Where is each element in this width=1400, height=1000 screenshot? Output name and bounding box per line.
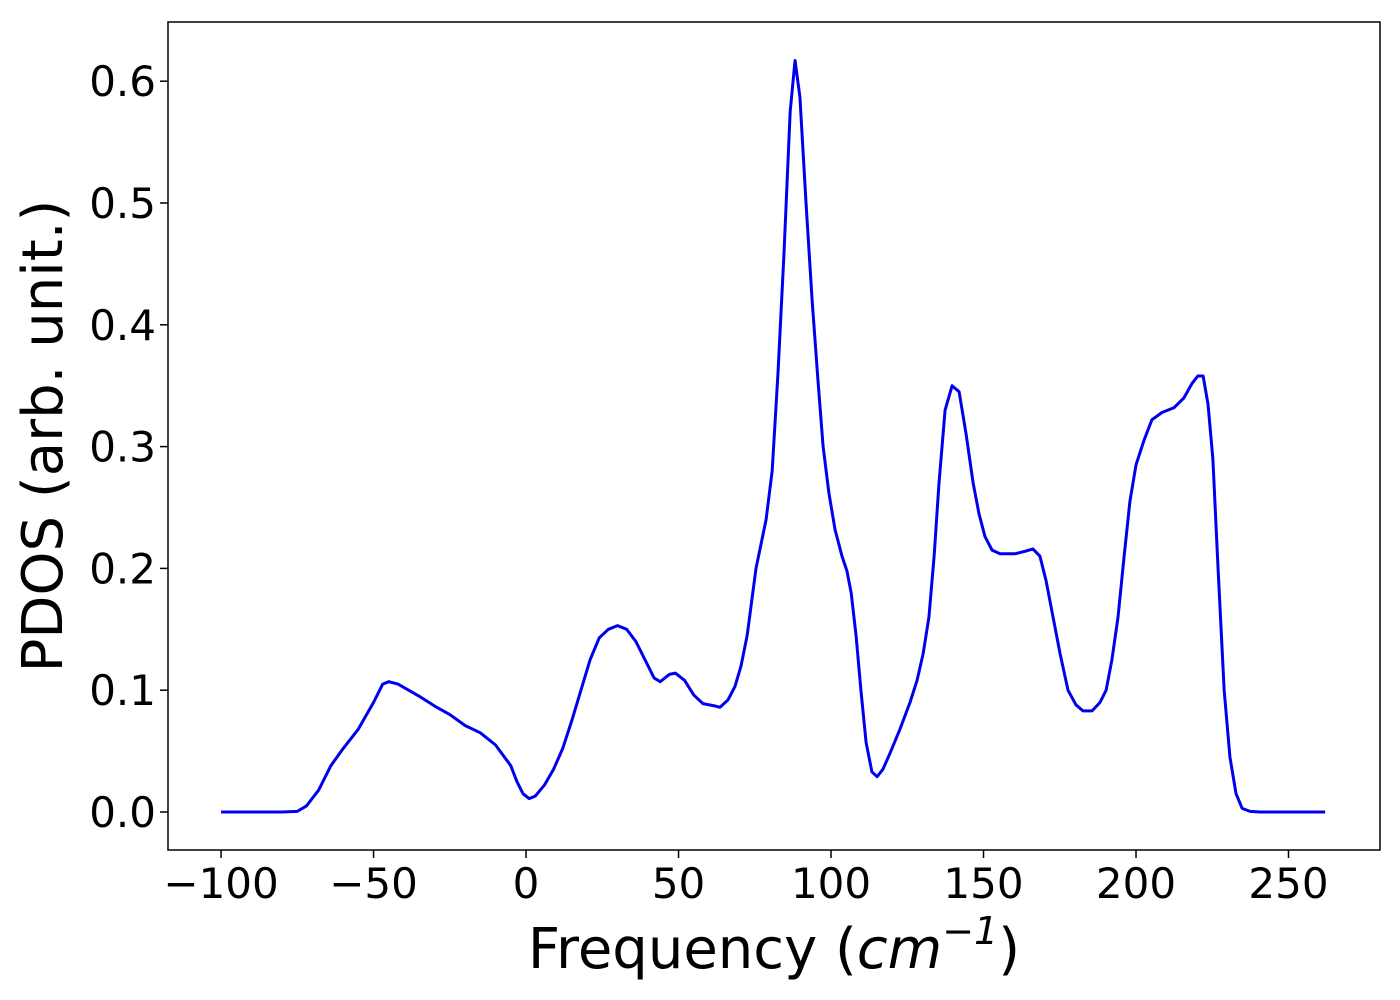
- y-tick-label: 0.0: [89, 788, 156, 837]
- y-tick-label: 0.1: [89, 666, 156, 715]
- data-line: [221, 58, 1326, 814]
- x-tick-label: −50: [329, 859, 418, 908]
- y-tick-label: 0.6: [89, 57, 156, 106]
- x-tick-label: 250: [1248, 859, 1328, 908]
- y-tick-label: 0.2: [89, 544, 156, 593]
- y-tick-label: 0.3: [89, 423, 156, 472]
- x-tick-label: 50: [652, 859, 705, 908]
- x-label-close: ): [998, 917, 1020, 982]
- x-tick-label: 100: [791, 859, 871, 908]
- x-label-unit: cm: [857, 917, 942, 982]
- plot-frame: [167, 21, 1381, 851]
- x-label-text: Frequency (: [528, 917, 857, 982]
- x-tick-label: 150: [943, 859, 1023, 908]
- x-tick-label: 0: [513, 859, 540, 908]
- x-axis-label: Frequency (cm−1): [528, 909, 1020, 982]
- x-label-exponent: −1: [942, 909, 998, 953]
- y-tick-label: 0.5: [89, 179, 156, 228]
- y-tick-label: 0.4: [89, 301, 156, 350]
- y-axis-label: PDOS (arb. unit.): [11, 200, 76, 673]
- x-tick-label: 200: [1096, 859, 1176, 908]
- x-tick-label: −100: [163, 859, 278, 908]
